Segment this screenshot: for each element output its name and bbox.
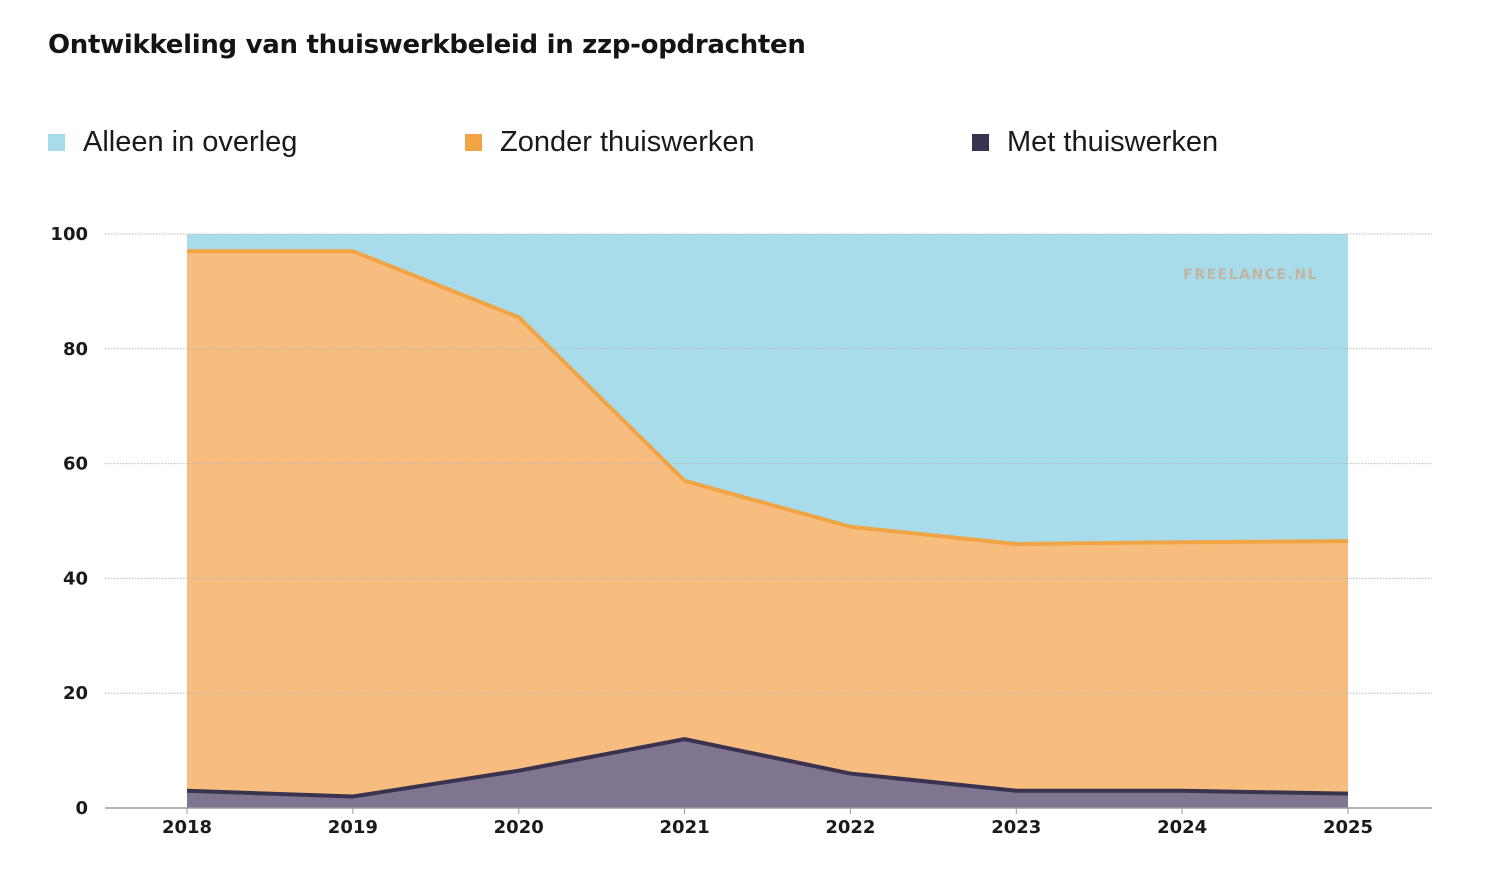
legend-item-alleen-in-overleg: Alleen in overleg: [48, 126, 297, 159]
legend-swatch-alleen-in-overleg: [48, 134, 65, 151]
legend-label-alleen-in-overleg: Alleen in overleg: [83, 126, 298, 158]
legend-label-met-thuiswerken: Met thuiswerken: [1007, 126, 1219, 158]
x-tick-2021: 2021: [660, 817, 710, 838]
x-tick-2020: 2020: [494, 817, 544, 838]
line-zonder-thuiswerken: [187, 249, 1349, 546]
y-tick-60: 60: [63, 454, 88, 475]
y-tick-20: 20: [63, 683, 88, 704]
legend-item-zonder-thuiswerken: Zonder thuiswerken: [465, 126, 755, 159]
x-tick-2025: 2025: [1323, 817, 1373, 838]
x-tick-2022: 2022: [825, 817, 875, 838]
x-tick-2023: 2023: [991, 817, 1041, 838]
legend-swatch-met-thuiswerken: [972, 134, 989, 151]
area-zonder-thuiswerken: [187, 251, 1348, 797]
legend-swatch-zonder-thuiswerken: [465, 134, 482, 151]
legend-label-zonder-thuiswerken: Zonder thuiswerken: [500, 126, 755, 158]
area-alleen-in-overleg: [187, 234, 1348, 544]
legend-item-met-thuiswerken: Met thuiswerken: [972, 126, 1218, 159]
y-tick-100: 100: [50, 224, 88, 245]
watermark-logo: FREELANCE.NL: [1183, 267, 1318, 283]
line-met-thuiswerken: [186, 737, 1349, 799]
y-tick-80: 80: [63, 339, 88, 360]
x-tick-2018: 2018: [162, 817, 212, 838]
x-tick-2024: 2024: [1157, 817, 1207, 838]
chart-title: Ontwikkeling van thuiswerkbeleid in zzp-…: [48, 30, 806, 60]
legend: Alleen in overleg Zonder thuiswerken Met…: [0, 126, 1494, 166]
x-tick-2019: 2019: [328, 817, 378, 838]
y-tick-40: 40: [63, 568, 88, 589]
y-tick-0: 0: [75, 798, 88, 819]
